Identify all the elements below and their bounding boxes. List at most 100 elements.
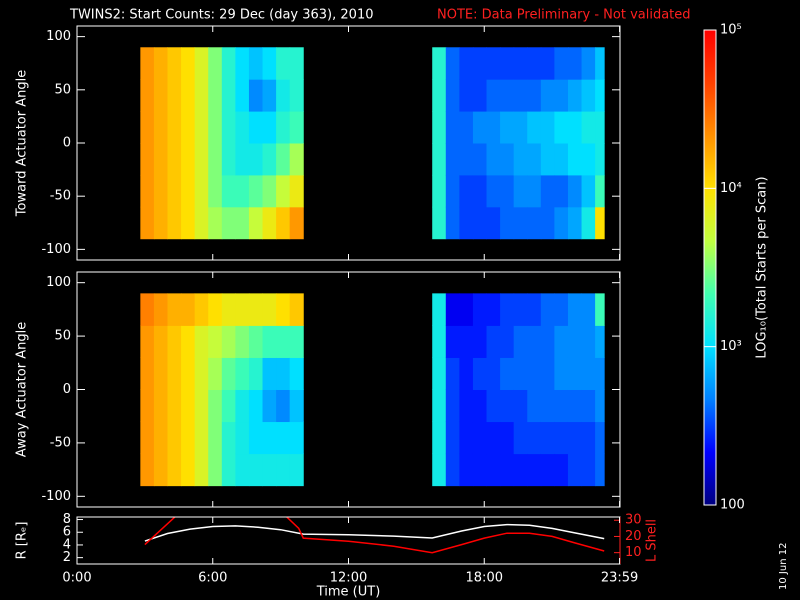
- heatmap-cell: [459, 325, 474, 358]
- heatmap-cell: [540, 143, 555, 176]
- heatmap-cell: [486, 174, 501, 208]
- heatmap-cell: [140, 143, 155, 176]
- heatmap-cell: [513, 143, 528, 176]
- heatmap-cell: [500, 453, 515, 487]
- heatmap-cell: [276, 325, 291, 358]
- heatmap-cell: [181, 174, 196, 208]
- y2-tick-label: 10: [625, 545, 642, 560]
- heatmap-cell: [153, 47, 168, 80]
- heatmap-cell: [248, 111, 264, 144]
- heatmap-cell: [567, 453, 583, 487]
- heatmap-cell: [581, 206, 596, 240]
- heatmap-cell: [194, 206, 209, 240]
- heatmap-cell: [181, 357, 196, 390]
- heatmap-cell: [540, 453, 555, 487]
- heatmap-cell: [554, 174, 569, 208]
- heatmap-cell: [540, 325, 555, 358]
- heatmap-cell: [289, 47, 304, 80]
- heatmap-cell: [581, 111, 596, 144]
- heatmap-cell: [581, 293, 596, 326]
- heatmap-cell: [221, 79, 236, 112]
- heatmap-cell: [276, 143, 291, 176]
- heatmap-cell: [235, 111, 250, 144]
- heatmap-cell: [208, 293, 223, 326]
- heatmap-cell: [554, 143, 569, 176]
- heatmap-cell: [262, 357, 277, 390]
- heatmap-cell: [595, 206, 605, 240]
- heatmap-cell: [289, 206, 304, 240]
- heatmap-cell: [248, 174, 264, 208]
- heatmap-cell: [276, 174, 291, 208]
- heatmap-cell: [445, 389, 460, 423]
- heatmap-cell: [276, 389, 291, 423]
- heatmap-cell: [167, 293, 182, 326]
- heatmap-cell: [581, 47, 596, 80]
- heatmap-cell: [140, 357, 155, 390]
- heatmap-cell: [513, 293, 528, 326]
- heatmap-cell: [513, 111, 528, 144]
- heatmap-cell: [459, 421, 474, 455]
- heatmap-cell: [235, 174, 250, 208]
- x-tick-label: 23:59: [601, 571, 638, 586]
- y-tick-label: -50: [50, 189, 71, 204]
- heatmap-cell: [289, 357, 304, 390]
- heatmap-cell: [500, 79, 515, 112]
- heatmap-cell: [595, 111, 605, 144]
- heatmap-cell: [527, 143, 542, 176]
- heatmap-cell: [472, 47, 488, 80]
- heatmap-cell: [208, 111, 223, 144]
- heatmap-cell: [459, 453, 474, 487]
- heatmap-cell: [432, 453, 447, 487]
- heatmap-cell: [194, 357, 209, 390]
- heatmap-cell: [153, 421, 168, 455]
- heatmap-cell: [262, 143, 277, 176]
- heatmap-cell: [194, 453, 209, 487]
- heatmap-cell: [432, 206, 447, 240]
- heatmap-cell: [486, 453, 501, 487]
- heatmap-cell: [181, 47, 196, 80]
- heatmap-cell: [153, 143, 168, 176]
- heatmap-cell: [595, 143, 605, 176]
- heatmap-cell: [513, 206, 528, 240]
- heatmap-cell: [153, 293, 168, 326]
- heatmap-cell: [194, 293, 209, 326]
- heatmap-cell: [554, 357, 569, 390]
- heatmap-cell: [567, 79, 583, 112]
- heatmap-cell: [595, 47, 605, 80]
- heatmap-cell: [554, 206, 569, 240]
- heatmap-cell: [235, 79, 250, 112]
- heatmap-cell: [445, 111, 460, 144]
- heatmap-cell: [167, 325, 182, 358]
- y-tick-label: 50: [54, 82, 71, 97]
- heatmap-cell: [167, 174, 182, 208]
- heatmap-cell: [289, 389, 304, 423]
- heatmap-cell: [262, 389, 277, 423]
- heatmap-cell: [432, 79, 447, 112]
- heatmap-cell: [221, 111, 236, 144]
- heatmap-cell: [581, 389, 596, 423]
- heatmap-cell: [248, 421, 264, 455]
- heatmap-cell: [445, 421, 460, 455]
- heatmap-cell: [500, 143, 515, 176]
- heatmap-cell: [248, 389, 264, 423]
- heatmap-cell: [486, 325, 501, 358]
- heatmap-cell: [567, 421, 583, 455]
- y2-tick-label: 20: [625, 529, 642, 544]
- heatmap-cell: [459, 111, 474, 144]
- heatmap-cell: [554, 389, 569, 423]
- heatmap-cell: [248, 453, 264, 487]
- heatmap-cell: [595, 293, 605, 326]
- heatmap-cell: [527, 79, 542, 112]
- heatmap-cell: [221, 389, 236, 423]
- heatmap-cell: [595, 174, 605, 208]
- heatmap-cell: [235, 357, 250, 390]
- heatmap-cell: [140, 79, 155, 112]
- heatmap-cell: [459, 389, 474, 423]
- heatmap-cell: [540, 357, 555, 390]
- heatmap-cell: [262, 206, 277, 240]
- heatmap-cell: [540, 111, 555, 144]
- heatmap-cell: [432, 325, 447, 358]
- heatmap-cell: [181, 389, 196, 423]
- y-tick-label: 8: [63, 512, 71, 527]
- heatmap-cell: [445, 325, 460, 358]
